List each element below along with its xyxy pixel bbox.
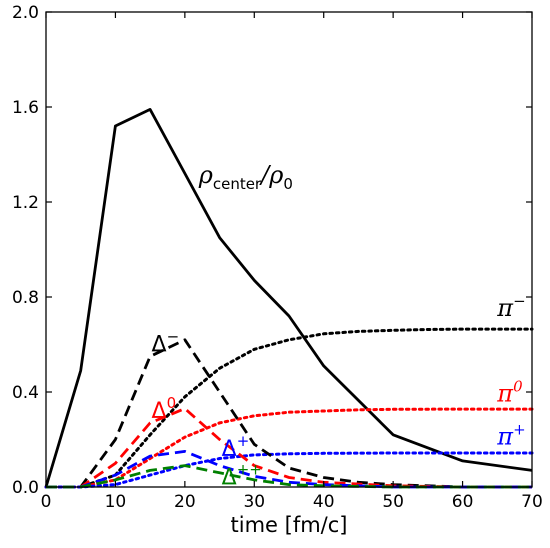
x-tick-label: 30 (243, 492, 265, 512)
delta-minus-label: Δ− (152, 328, 180, 358)
series-pi-zero (44, 407, 534, 489)
y-tick-label: 1.2 (12, 193, 39, 213)
ticks-layer: 0 10 20 30 40 50 60 70 0.0 0.4 0.8 1.2 1.6 2.0 (12, 3, 543, 512)
x-tick-label: 20 (174, 492, 196, 512)
series-rho (44, 108, 533, 488)
annotations-layer: ρcenter/ρ0 π− π0 π+ Δ− Δ0 Δ+Δ++ (152, 161, 526, 491)
delta-zero-label: Δ0 (152, 394, 177, 424)
x-axis-title: time [fm/c] (231, 513, 348, 537)
x-tick-label: 0 (41, 492, 52, 512)
y-tick-label: 0.0 (12, 478, 39, 498)
rho-label: ρcenter/ρ0 (198, 161, 293, 193)
x-tick-label: 70 (521, 492, 543, 512)
y-tick-label: 2.0 (12, 3, 39, 23)
plot-frame (45, 11, 533, 488)
y-tick-label: 0.8 (12, 288, 39, 308)
x-tick-label: 10 (105, 492, 127, 512)
series-pi-plus (44, 451, 534, 489)
delta-pp-label: Δ++ (222, 461, 262, 491)
x-tick-label: 60 (452, 492, 474, 512)
pi-plus-label: π+ (496, 420, 525, 450)
pi-zero-label: π0 (496, 378, 523, 408)
y-tick-label: 0.4 (12, 383, 39, 403)
series-layer (44, 108, 534, 489)
pi-minus-label: π− (496, 292, 525, 322)
series-delta-zero (46, 407, 532, 489)
y-tick-label: 1.6 (12, 98, 39, 118)
x-tick-label: 50 (382, 492, 404, 512)
delta-plus-label: Δ+ (222, 432, 250, 462)
x-tick-label: 40 (313, 492, 335, 512)
